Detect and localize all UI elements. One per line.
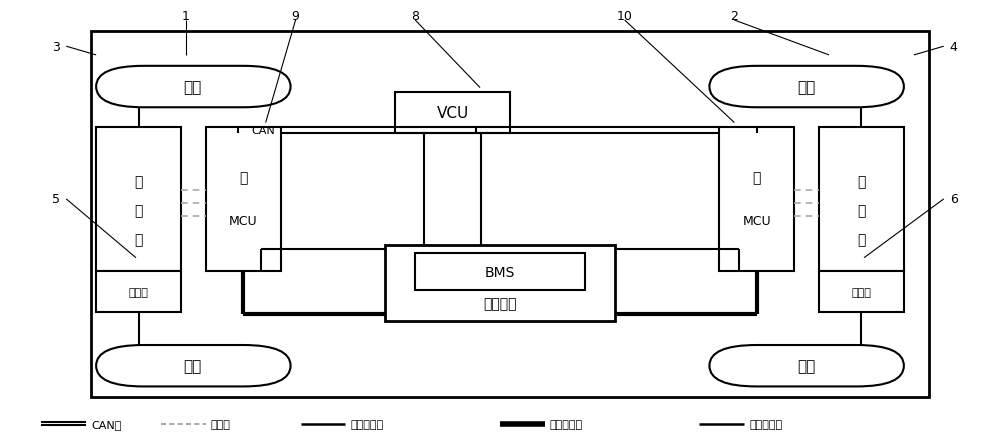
- Text: 4: 4: [950, 41, 958, 53]
- FancyBboxPatch shape: [96, 345, 291, 387]
- Text: CAN: CAN: [252, 126, 276, 136]
- Text: CAN线: CAN线: [91, 420, 122, 429]
- Text: 高压正极线: 高压正极线: [550, 420, 583, 429]
- Text: 8: 8: [411, 10, 419, 23]
- FancyBboxPatch shape: [819, 127, 904, 271]
- Text: 动力电池: 动力电池: [483, 297, 517, 311]
- Text: MCU: MCU: [229, 215, 258, 227]
- Text: 前: 前: [134, 175, 143, 189]
- Text: 后: 后: [857, 175, 866, 189]
- FancyBboxPatch shape: [96, 127, 181, 271]
- FancyBboxPatch shape: [709, 67, 904, 108]
- Text: BMS: BMS: [485, 265, 515, 279]
- Text: 6: 6: [950, 193, 958, 206]
- Text: 电: 电: [134, 204, 143, 218]
- Text: 后: 后: [753, 171, 761, 185]
- Text: 前轮: 前轮: [184, 359, 202, 374]
- FancyBboxPatch shape: [206, 127, 281, 271]
- Text: 机: 机: [134, 233, 143, 247]
- FancyBboxPatch shape: [719, 127, 794, 271]
- Text: 9: 9: [292, 10, 300, 23]
- FancyBboxPatch shape: [395, 93, 510, 134]
- Text: 1: 1: [182, 10, 190, 23]
- Text: 减速器: 减速器: [129, 287, 148, 297]
- FancyBboxPatch shape: [96, 67, 291, 108]
- Text: 前: 前: [239, 171, 247, 185]
- Text: 电: 电: [857, 204, 866, 218]
- Text: 后轮: 后轮: [797, 80, 815, 95]
- Text: 减速器: 减速器: [852, 287, 871, 297]
- FancyBboxPatch shape: [709, 345, 904, 387]
- Text: 10: 10: [617, 10, 633, 23]
- Text: 动力传动轴: 动力传动轴: [749, 420, 782, 429]
- FancyBboxPatch shape: [819, 271, 904, 313]
- Text: 2: 2: [730, 10, 738, 23]
- Text: 5: 5: [52, 193, 60, 206]
- Text: 高压负极线: 高压负极线: [350, 420, 384, 429]
- FancyBboxPatch shape: [415, 254, 585, 291]
- Text: 3: 3: [52, 41, 60, 53]
- Text: MCU: MCU: [742, 215, 771, 227]
- Text: 机: 机: [857, 233, 866, 247]
- Text: 后轮: 后轮: [797, 359, 815, 374]
- Text: VCU: VCU: [437, 106, 469, 121]
- FancyBboxPatch shape: [385, 245, 615, 321]
- FancyBboxPatch shape: [91, 32, 929, 397]
- FancyBboxPatch shape: [96, 271, 181, 313]
- Text: 三相线: 三相线: [211, 420, 231, 429]
- Text: 前轮: 前轮: [184, 80, 202, 95]
